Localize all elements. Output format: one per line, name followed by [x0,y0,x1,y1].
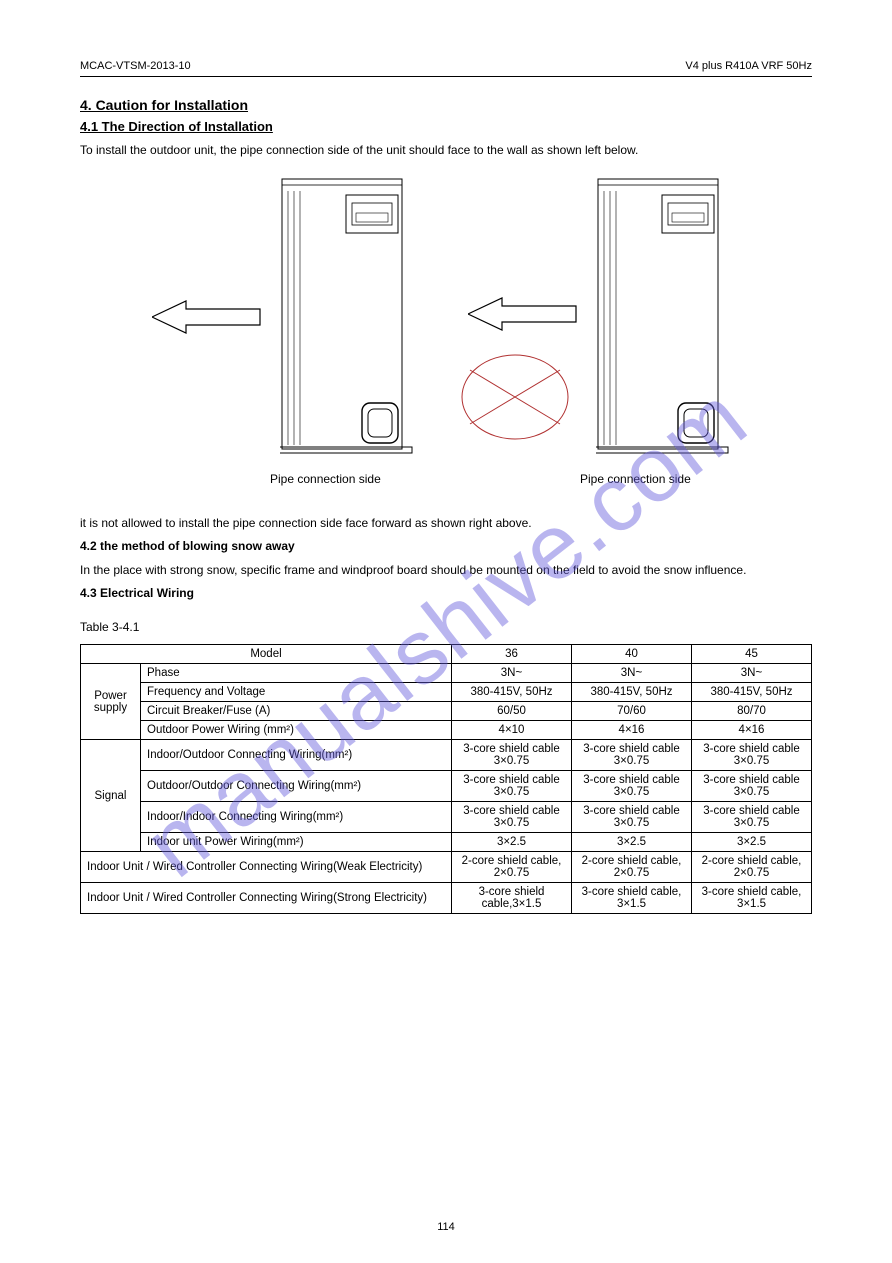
table-row: Circuit Breaker/Fuse (A) 60/50 70/60 80/… [81,702,812,721]
spec-table: Model 36 40 45 Power supply Phase 3N~ 3N… [80,644,812,914]
cell: 3×2.5 [572,833,692,852]
table-row: Indoor/Indoor Connecting Wiring(mm²) 3-c… [81,802,812,833]
cell: 60/50 [452,702,572,721]
cell-label: Indoor/Indoor Connecting Wiring(mm²) [141,802,452,833]
cell: 80/70 [692,702,812,721]
cell: 70/60 [572,702,692,721]
subsection-4-2: 4.2 the method of blowing snow away [80,538,812,555]
cell-label: Indoor Unit / Wired Controller Connectin… [81,883,452,914]
cell: 3-core shield cable 3×0.75 [572,771,692,802]
table-row: Signal Indoor/Outdoor Connecting Wiring(… [81,740,812,771]
p1: it is not allowed to install the pipe co… [80,515,812,532]
cell: 3-core shield cable 3×0.75 [452,740,572,771]
table-row: Indoor Unit / Wired Controller Connectin… [81,852,812,883]
p2: In the place with strong snow, specific … [80,562,812,579]
group-power: Power supply [81,664,141,740]
prohibited-icon [460,352,570,442]
page-number: 114 [437,1221,455,1233]
section-title: 4. Caution for Installation [80,97,812,113]
cell: 3-core shield cable 3×0.75 [452,771,572,802]
cell: 380-415V, 50Hz [572,683,692,702]
cell: 380-415V, 50Hz [692,683,812,702]
cell: 3-core shield cable 3×0.75 [572,802,692,833]
cell: 3×2.5 [452,833,572,852]
cell: 4×16 [572,721,692,740]
table-title: Table 3-4.1 [80,620,812,634]
th-40: 40 [572,645,692,664]
table-row: Model 36 40 45 [81,645,812,664]
table-row: Indoor Unit / Wired Controller Connectin… [81,883,812,914]
cell-label: Phase [141,664,452,683]
cell: 3×2.5 [692,833,812,852]
cell: 4×10 [452,721,572,740]
cell: 3-core shield cable 3×0.75 [692,802,812,833]
cell: 3N~ [572,664,692,683]
cell: 3-core shield cable 3×0.75 [692,771,812,802]
subsection-4-1: 4.1 The Direction of Installation [80,119,812,134]
outdoor-unit-left [280,177,414,457]
cell-label: Indoor Unit / Wired Controller Connectin… [81,852,452,883]
cell: 3-core shield cable,3×1.5 [452,883,572,914]
table-row: Power supply Phase 3N~ 3N~ 3N~ [81,664,812,683]
header-left: MCAC-VTSM-2013-10 [80,60,191,72]
cell-label: Indoor unit Power Wiring(mm²) [141,833,452,852]
group-signal: Signal [81,740,141,852]
th-model: Model [81,645,452,664]
page-content: MCAC-VTSM-2013-10 V4 plus R410A VRF 50Hz… [80,60,812,914]
table-row: Outdoor/Outdoor Connecting Wiring(mm²) 3… [81,771,812,802]
cell: 3-core shield cable, 3×1.5 [572,883,692,914]
cell: 2-core shield cable, 2×0.75 [692,852,812,883]
cell-label: Frequency and Voltage [141,683,452,702]
cell: 3-core shield cable 3×0.75 [692,740,812,771]
cell: 3-core shield cable 3×0.75 [452,802,572,833]
after-diagram: it is not allowed to install the pipe co… [80,515,812,915]
diagram-area: Pipe connection side Pipe connection sid… [80,167,812,507]
cell-label: Circuit Breaker/Fuse (A) [141,702,452,721]
arrow-left-2 [468,294,578,334]
header-rule [80,76,812,77]
cell: 2-core shield cable, 2×0.75 [452,852,572,883]
subsection-4-3: 4.3 Electrical Wiring [80,585,812,602]
outdoor-unit-right [596,177,730,457]
th-36: 36 [452,645,572,664]
table-row: Indoor unit Power Wiring(mm²) 3×2.5 3×2.… [81,833,812,852]
cell-label: Outdoor Power Wiring (mm²) [141,721,452,740]
cell: 380-415V, 50Hz [452,683,572,702]
header-right: V4 plus R410A VRF 50Hz [685,60,812,72]
page-header: MCAC-VTSM-2013-10 V4 plus R410A VRF 50Hz [80,60,812,72]
table-row: Outdoor Power Wiring (mm²) 4×10 4×16 4×1… [81,721,812,740]
table-row: Frequency and Voltage 380-415V, 50Hz 380… [81,683,812,702]
caption-right: Pipe connection side [580,472,691,486]
cell-label: Outdoor/Outdoor Connecting Wiring(mm²) [141,771,452,802]
arrow-left-1 [152,297,262,337]
cell: 4×16 [692,721,812,740]
cell: 3-core shield cable 3×0.75 [572,740,692,771]
cell: 3N~ [692,664,812,683]
th-45: 45 [692,645,812,664]
cell: 3N~ [452,664,572,683]
intro-text: To install the outdoor unit, the pipe co… [80,142,812,159]
cell: 2-core shield cable, 2×0.75 [572,852,692,883]
cell: 3-core shield cable, 3×1.5 [692,883,812,914]
cell-label: Indoor/Outdoor Connecting Wiring(mm²) [141,740,452,771]
caption-left: Pipe connection side [270,472,381,486]
